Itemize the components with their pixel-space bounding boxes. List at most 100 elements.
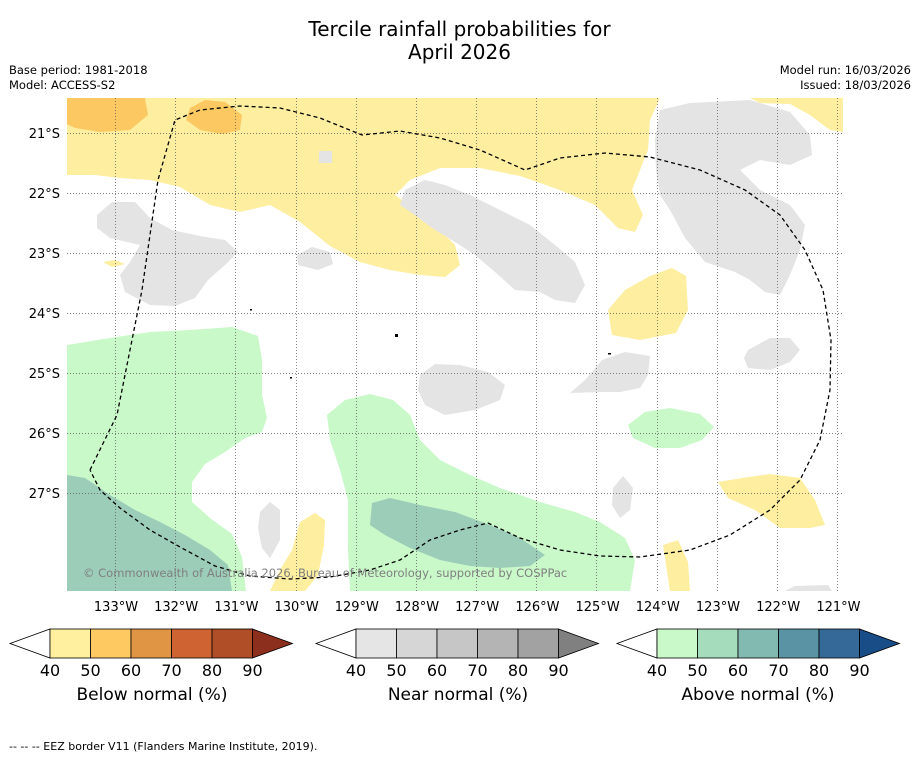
model-run: Model run: 16/03/2026: [779, 63, 911, 77]
map-title: Tercile rainfall probabilities for April…: [0, 18, 919, 64]
longitude-labels: 133°W 132°W 131°W 130°W 129°W 128°W 127°W 126°W…: [94, 600, 861, 615]
colorbar-segment: [355, 628, 397, 659]
model-name: Model: ACCESS-S2: [9, 78, 116, 92]
colorbar-segment: [130, 628, 172, 659]
colorbar: 40 50 60 70 80 90: [615, 628, 901, 680]
above-normal-legend-label: Above normal (%): [681, 685, 835, 705]
longitude-label: 130°W: [275, 600, 319, 615]
colorbar-tick-label: 40: [346, 661, 366, 680]
near-normal-region: [612, 476, 633, 518]
colorbar: 40 50 60 70 80 90: [8, 628, 294, 680]
near-normal-region: [785, 585, 832, 591]
below-normal-region: [750, 98, 843, 132]
latitude-label: 23°S: [29, 247, 60, 262]
near-normal-region: [258, 502, 280, 558]
latitude-label: 27°S: [29, 487, 60, 502]
below-normal-region: [67, 98, 660, 277]
colorbar-segment: [171, 628, 213, 659]
copyright-notice: © Commonwealth of Australia 2026, Bureau…: [83, 566, 567, 580]
colorbar-tick-label: 70: [161, 661, 181, 680]
colorbar-tick-label: 70: [467, 661, 487, 680]
below-normal-region: [608, 268, 688, 340]
colorbar-segment: [818, 628, 860, 659]
near-normal-region: [97, 202, 238, 306]
below-normal-region: [718, 474, 825, 528]
below-normal-region-strong: [67, 98, 148, 132]
near-normal-legend-label: Near normal (%): [387, 685, 529, 705]
issued-date: Issued: 18/03/2026: [800, 78, 911, 92]
near-normal-region: [319, 151, 332, 163]
meta-left: Base period: 1981-2018 Model: ACCESS-S2: [9, 63, 148, 93]
colorbar-arrow-low: [314, 628, 357, 659]
meta-right: Model run: 16/03/2026 Issued: 18/03/2026: [780, 63, 911, 93]
colorbar: 40 50 60 70 80 90: [314, 628, 600, 680]
longitude-label: 133°W: [94, 600, 138, 615]
near-normal-region: [400, 180, 585, 303]
colorbar-segment: [697, 628, 739, 659]
colorbar-segment: [477, 628, 519, 659]
footnote: -- -- -- EEZ border V11 (Flanders Marine…: [9, 740, 318, 753]
near-normal-region: [297, 247, 333, 270]
near-normal-region: [418, 364, 505, 415]
map-area: © Commonwealth of Australia 2026, Bureau…: [67, 98, 843, 591]
longitude-label: 123°W: [696, 600, 740, 615]
near-normal-region: [570, 352, 650, 393]
colorbar-tick-label: 50: [80, 661, 100, 680]
below-normal-region: [103, 260, 125, 267]
below-normal-region-strong: [186, 100, 242, 134]
colorbars: 40 50 60 70 80 90 40 50 60 70 80 90 40 50 60 70 80 90: [8, 628, 901, 680]
colorbar-arrow-high: [859, 628, 901, 659]
title-line-2: April 2026: [408, 40, 511, 64]
below-normal-region: [270, 513, 325, 591]
colorbar-segment: [396, 628, 438, 659]
colorbar-segment: [517, 628, 559, 659]
eez-border: [89, 105, 832, 580]
near-normal-region: [655, 100, 812, 295]
colorbar-segment: [49, 628, 91, 659]
colorbar-tick-label: 90: [849, 661, 869, 680]
latitude-labels: 21°S 22°S 23°S 24°S 25°S 26°S 27°S: [29, 127, 60, 502]
base-period: Base period: 1981-2018: [9, 63, 148, 77]
latitude-label: 25°S: [29, 367, 60, 382]
colorbar-segment: [778, 628, 820, 659]
islands: [250, 309, 611, 379]
above-normal-region: [628, 408, 714, 448]
longitude-label: 126°W: [515, 600, 559, 615]
latitude-label: 22°S: [29, 187, 60, 202]
latitude-label: 24°S: [29, 307, 60, 322]
colorbar-segment: [90, 628, 132, 659]
colorbar-tick-label: 60: [121, 661, 141, 680]
longitude-label: 124°W: [636, 600, 680, 615]
latitude-label: 21°S: [29, 127, 60, 142]
colorbar-tick-label: 60: [728, 661, 748, 680]
colorbar-segment: [656, 628, 698, 659]
longitude-label: 125°W: [576, 600, 620, 615]
above-normal-region-strong: [67, 475, 232, 591]
longitude-label: 129°W: [335, 600, 379, 615]
longitude-label: 131°W: [214, 600, 258, 615]
grid-lines: [67, 98, 843, 591]
colorbar-tick-label: 80: [809, 661, 829, 680]
colorbar-segment: [436, 628, 478, 659]
colorbar-arrow-low: [8, 628, 51, 659]
longitude-label: 121°W: [816, 600, 860, 615]
colorbar-tick-label: 80: [508, 661, 528, 680]
colorbar-tick-label: 60: [427, 661, 447, 680]
colorbar-tick-label: 90: [548, 661, 568, 680]
colorbar-tick-label: 40: [40, 661, 60, 680]
latitude-label: 26°S: [29, 427, 60, 442]
above-normal-region-strong: [370, 498, 545, 568]
colorbar-tick-label: 40: [647, 661, 667, 680]
colorbar-arrow-high: [252, 628, 294, 659]
colorbar-tick-label: 70: [768, 661, 788, 680]
colorbar-arrow-high: [558, 628, 600, 659]
colorbar-tick-label: 50: [687, 661, 707, 680]
below-normal-legend-label: Below normal (%): [76, 685, 228, 705]
near-normal-region: [744, 338, 800, 370]
colorbar-segment: [737, 628, 779, 659]
colorbar-tick-label: 50: [386, 661, 406, 680]
below-normal-region: [663, 540, 690, 591]
longitude-label: 128°W: [395, 600, 439, 615]
colorbar-tick-label: 90: [242, 661, 262, 680]
